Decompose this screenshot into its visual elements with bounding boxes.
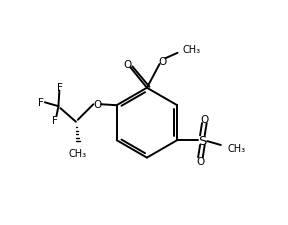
Text: F: F xyxy=(38,98,44,108)
Text: O: O xyxy=(123,60,132,70)
Text: O: O xyxy=(93,100,101,110)
Text: O: O xyxy=(158,56,166,66)
Text: S: S xyxy=(198,134,206,147)
Text: CH₃: CH₃ xyxy=(228,143,246,153)
Text: O: O xyxy=(200,114,209,124)
Text: CH₃: CH₃ xyxy=(183,45,201,55)
Text: CH₃: CH₃ xyxy=(69,148,87,158)
Text: F: F xyxy=(57,82,63,92)
Text: O: O xyxy=(196,157,204,167)
Text: F: F xyxy=(52,115,58,125)
